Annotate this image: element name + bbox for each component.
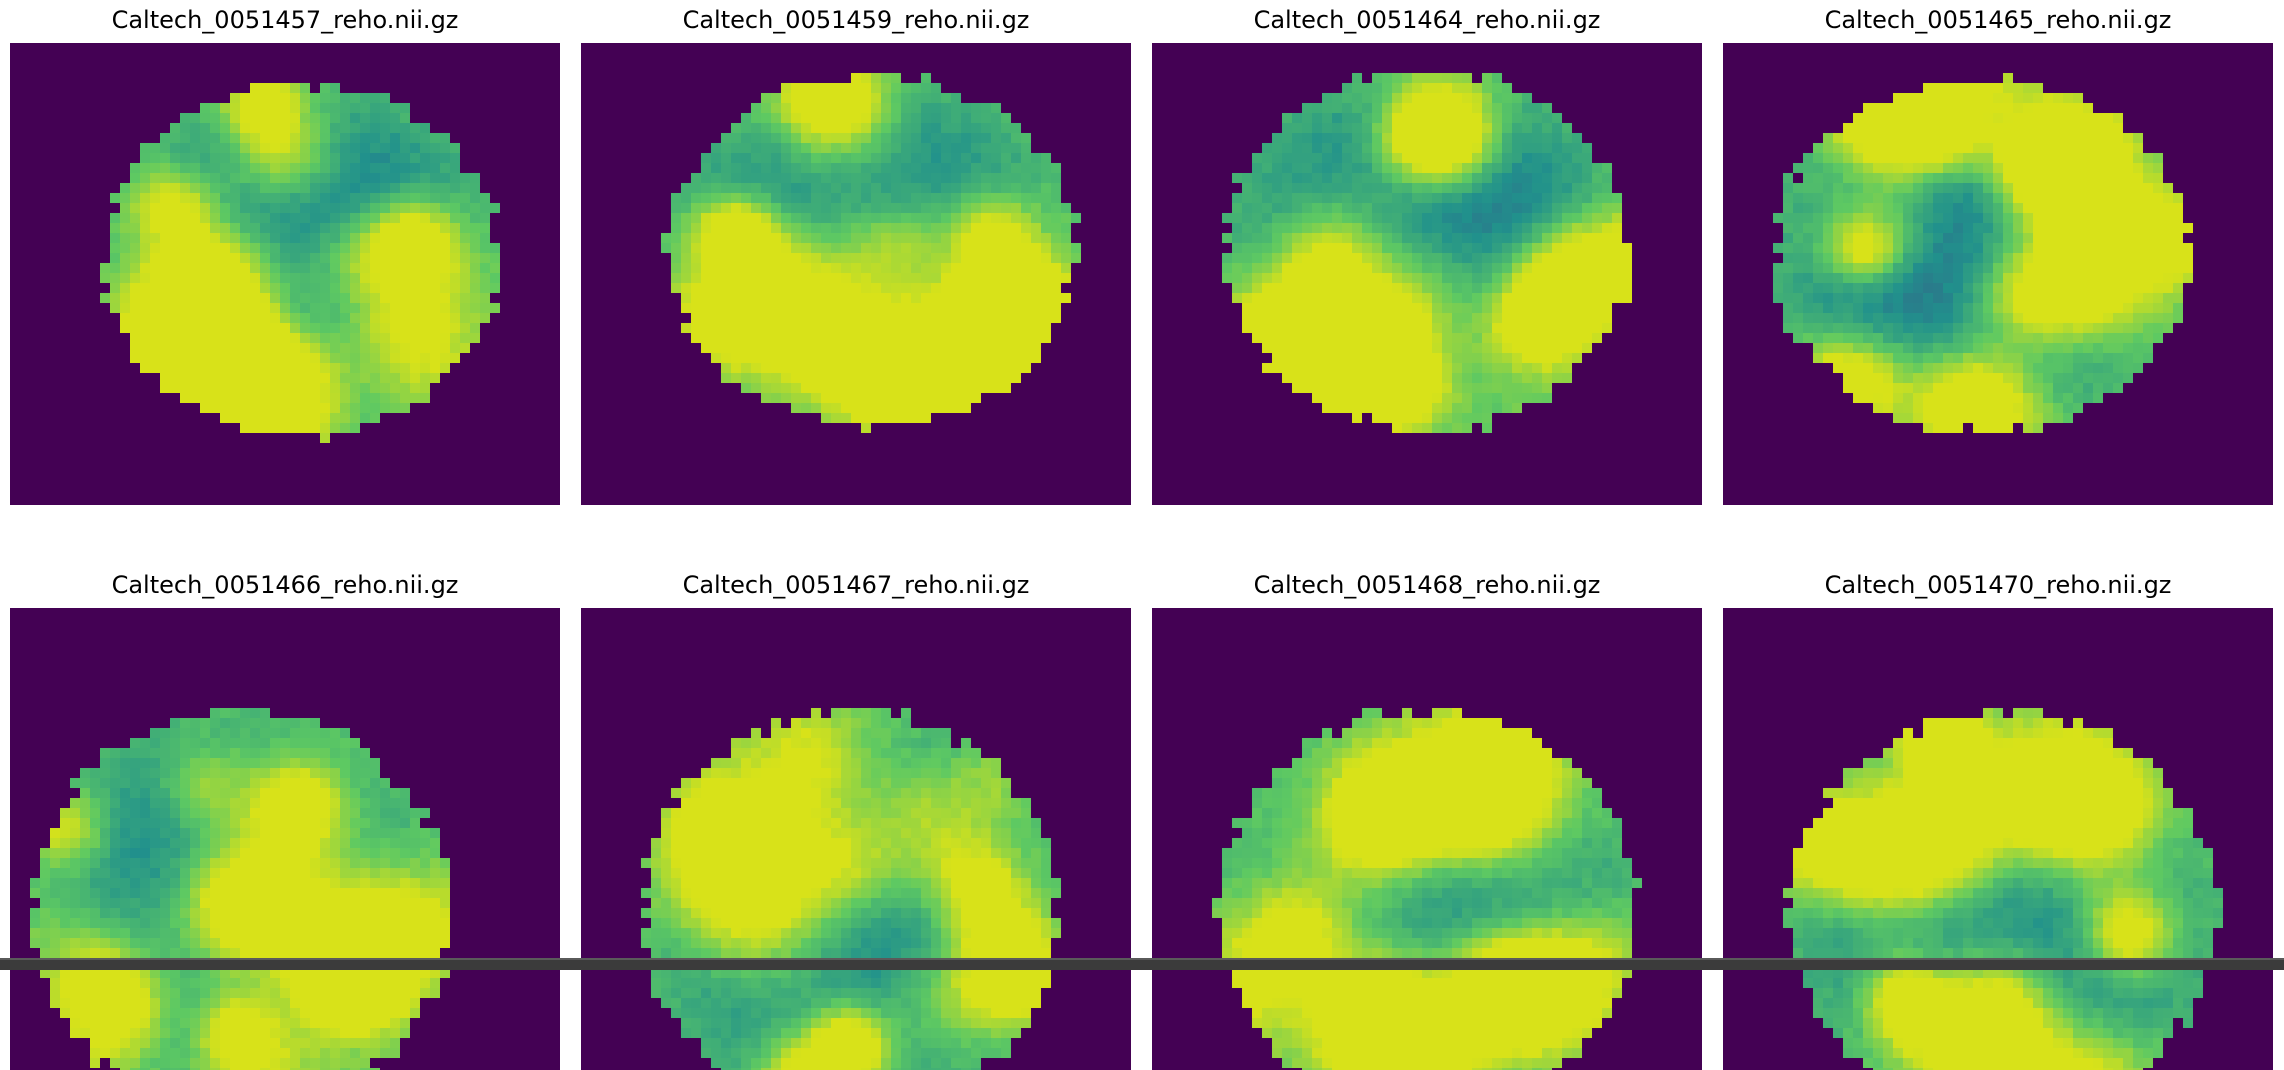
brain-slice-canvas bbox=[1152, 608, 1702, 1070]
brain-tissue bbox=[1222, 73, 1632, 433]
brain-slice-image bbox=[1152, 43, 1702, 505]
brain-slice-image bbox=[1152, 608, 1702, 1070]
panel-title: Caltech_0051467_reho.nii.gz bbox=[581, 570, 1131, 600]
bottom-scrollbar[interactable] bbox=[0, 958, 2284, 970]
brain-slice-image bbox=[10, 43, 560, 505]
panel-title: Caltech_0051464_reho.nii.gz bbox=[1152, 5, 1702, 35]
brain-slice-canvas bbox=[1152, 43, 1702, 505]
brain-slice-canvas bbox=[581, 608, 1131, 1070]
brain-slice-canvas bbox=[10, 608, 560, 1070]
panel-title: Caltech_0051459_reho.nii.gz bbox=[581, 5, 1131, 35]
panel-title: Caltech_0051470_reho.nii.gz bbox=[1723, 570, 2273, 600]
panel-title: Caltech_0051466_reho.nii.gz bbox=[10, 570, 560, 600]
panel-title: Caltech_0051457_reho.nii.gz bbox=[10, 5, 560, 35]
brain-slice-image bbox=[581, 608, 1131, 1070]
brain-slice-image bbox=[10, 608, 560, 1070]
panel-title: Caltech_0051465_reho.nii.gz bbox=[1723, 5, 2273, 35]
brain-slice-canvas bbox=[1723, 43, 2273, 505]
brain-slice-image bbox=[581, 43, 1131, 505]
brain-slice-canvas bbox=[1723, 608, 2273, 1070]
brain-slice-image bbox=[1723, 608, 2273, 1070]
panel-title: Caltech_0051468_reho.nii.gz bbox=[1152, 570, 1702, 600]
brain-slice-canvas bbox=[581, 43, 1131, 505]
brain-slice-image bbox=[1723, 43, 2273, 505]
brain-slice-canvas bbox=[10, 43, 560, 505]
image-grid: Caltech_0051457_reho.nii.gz Caltech_0051… bbox=[0, 0, 2284, 958]
